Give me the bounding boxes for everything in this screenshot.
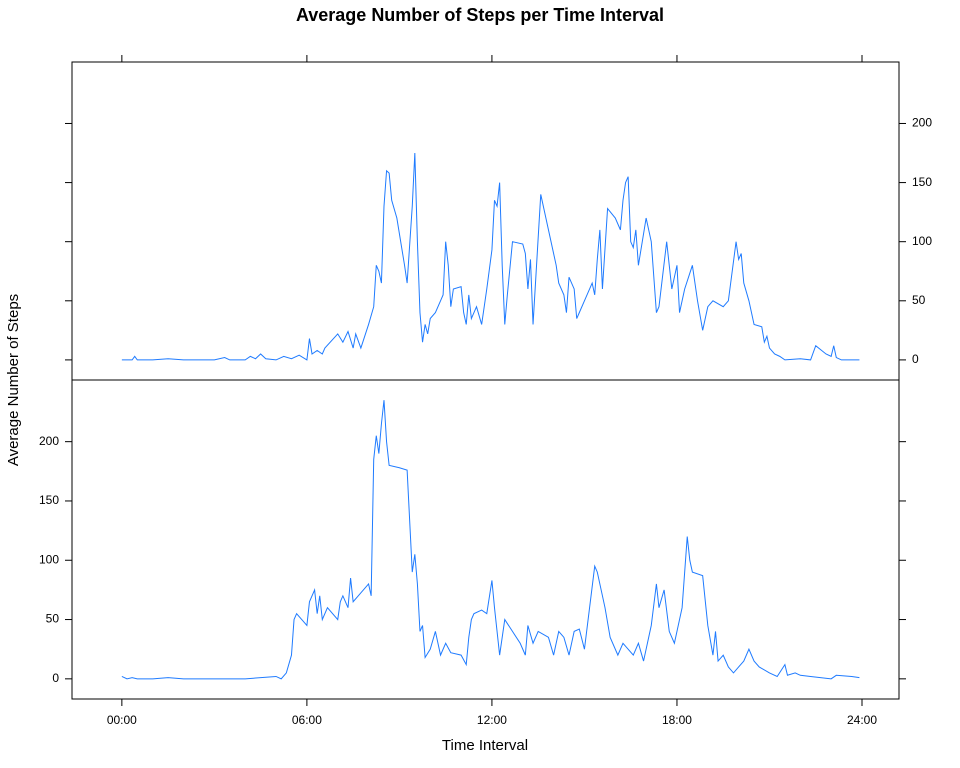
data-line [121,400,860,680]
y-tick-label: 50 [912,293,926,307]
x-tick-label: 18:00 [662,713,692,727]
y-tick-label: 50 [46,612,60,626]
data-line [121,153,860,361]
y-tick-label: 0 [912,352,919,366]
y-tick-label: 150 [39,493,59,507]
x-tick-label: 00:00 [107,713,137,727]
chart-title: Average Number of Steps per Time Interva… [296,5,664,25]
y-tick-label: 0 [52,671,59,685]
y-tick-label: 200 [912,116,932,130]
x-tick-label: 06:00 [292,713,322,727]
y-axis-title: Average Number of Steps [5,294,22,466]
x-tick-label: 24:00 [847,713,877,727]
y-tick-label: 100 [912,234,932,248]
x-tick-label: 12:00 [477,713,507,727]
y-tick-label: 150 [912,175,932,189]
panel-frame [71,379,900,700]
y-tick-label: 200 [39,434,59,448]
x-axis-title: Time Interval [442,737,528,754]
panel-frame [71,61,900,381]
y-tick-label: 100 [39,552,59,566]
